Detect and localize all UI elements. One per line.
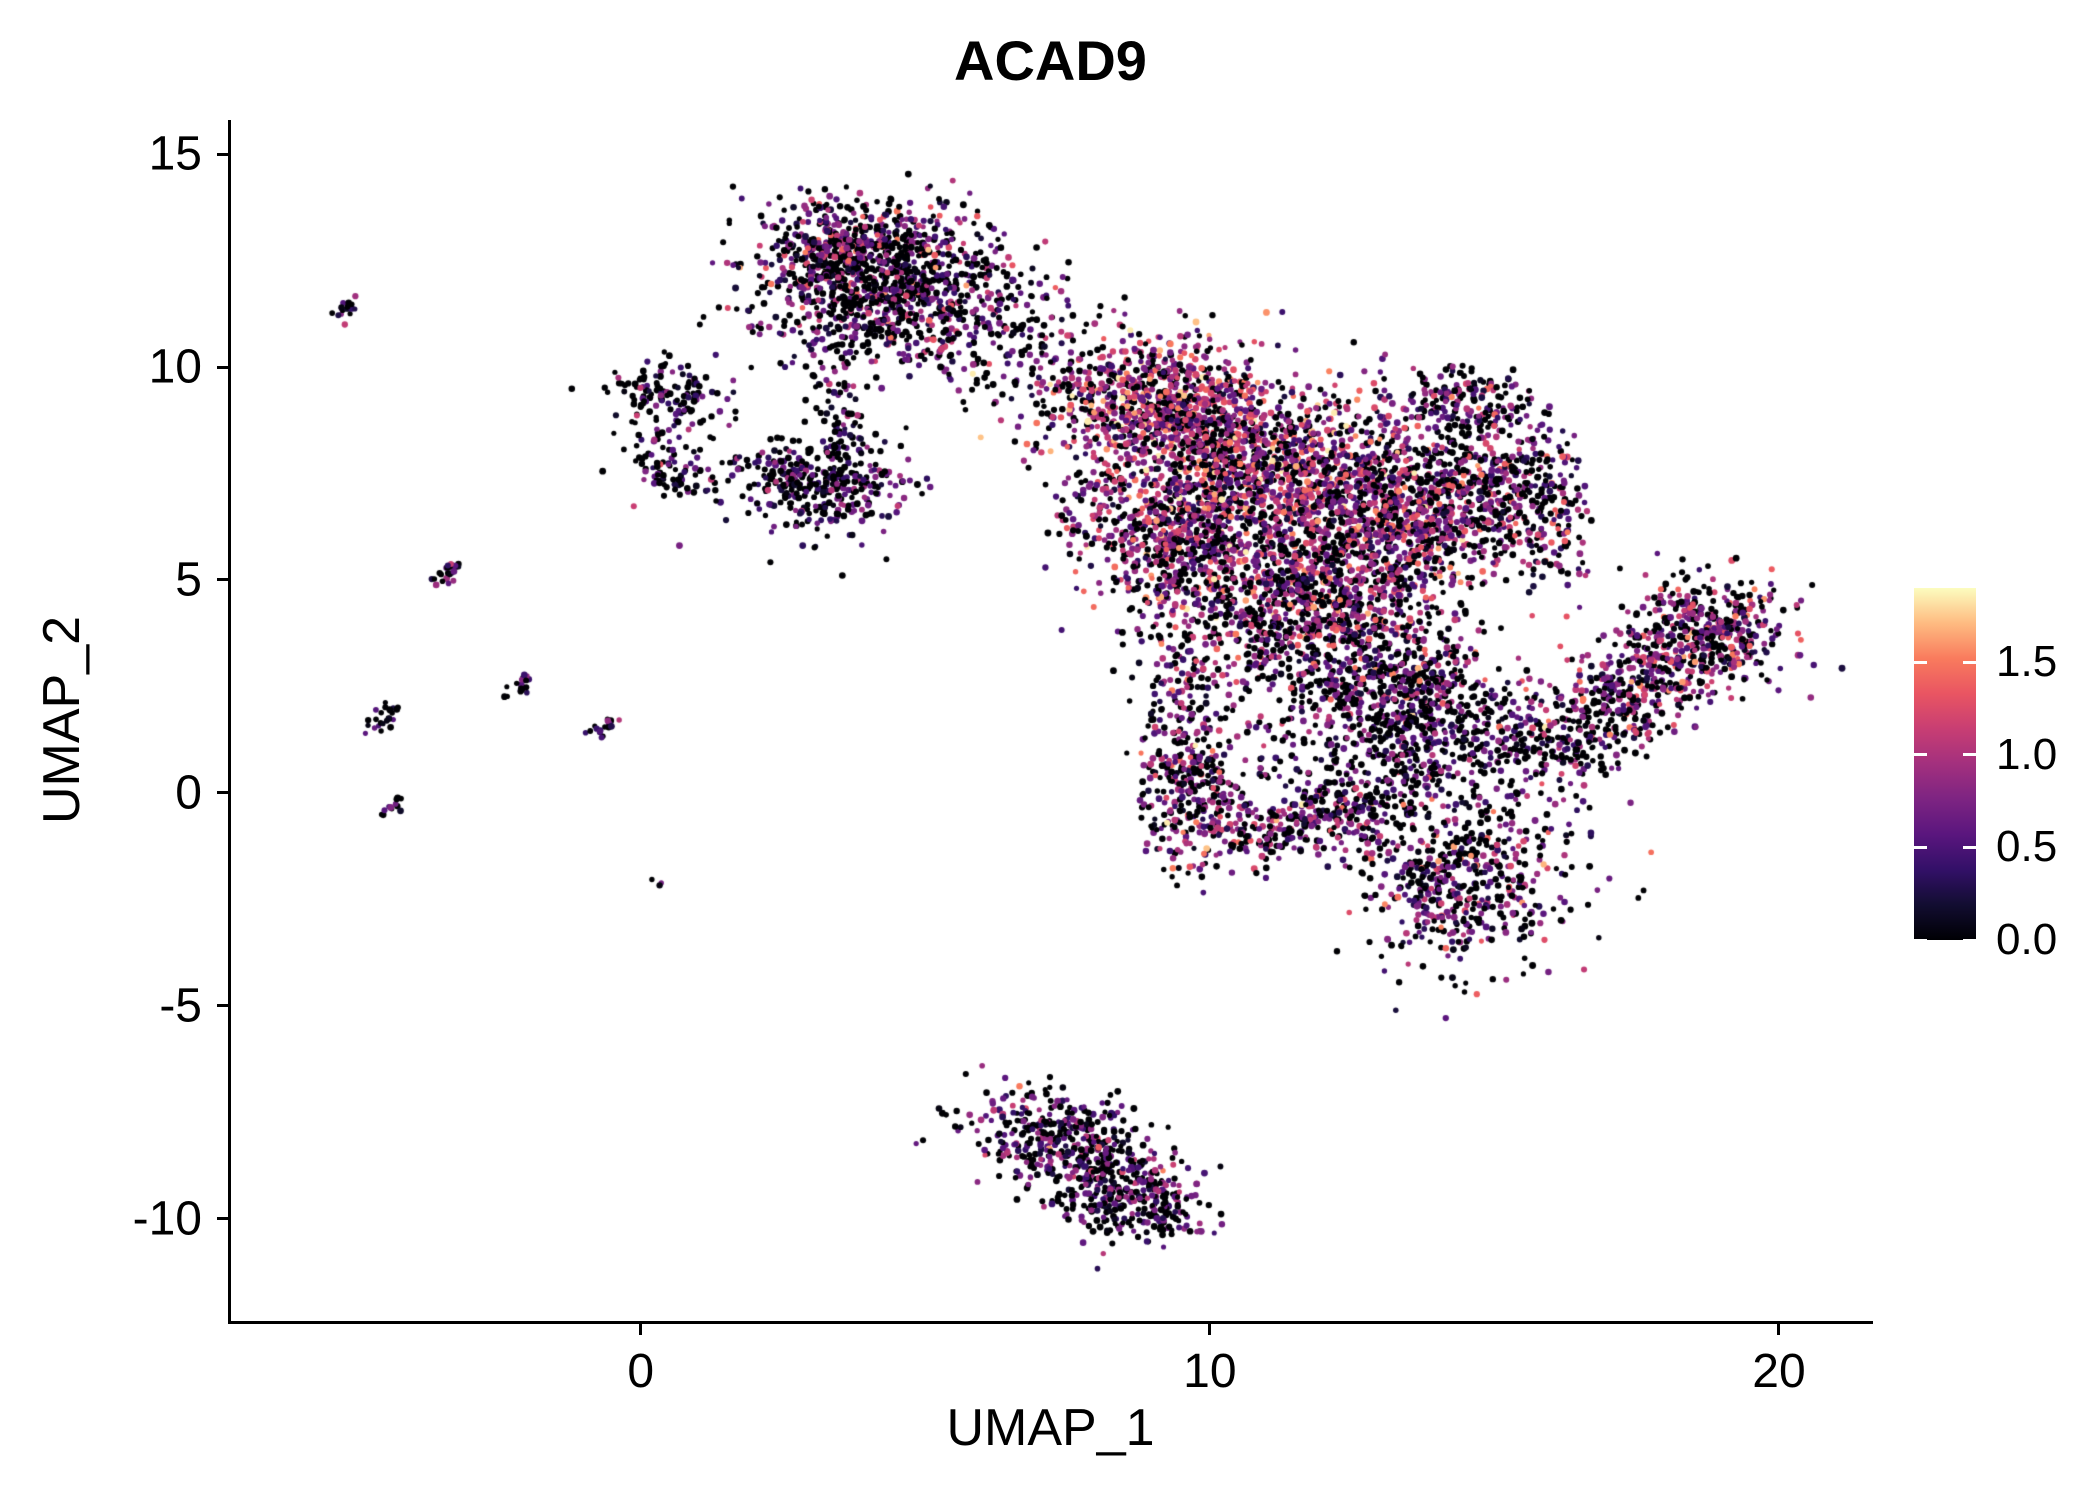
x-tick-label: 10	[1183, 1345, 1237, 1398]
colorbar-tick-label: 1.0	[1996, 729, 2058, 779]
y-tick-mark	[217, 791, 230, 795]
x-tick-label: 20	[1752, 1345, 1806, 1398]
y-tick-mark	[217, 1217, 230, 1221]
colorbar-tick-mark	[1914, 753, 1927, 757]
y-tick-mark	[217, 578, 230, 582]
y-tick-mark	[217, 1004, 230, 1008]
y-tick-label: -5	[159, 979, 202, 1033]
chart-title: ACAD9	[954, 29, 1147, 92]
colorbar-tick-label: 1.5	[1996, 637, 2058, 687]
x-tick-label: 0	[627, 1345, 655, 1398]
y-axis-line	[228, 120, 231, 1324]
colorbar-tick-mark	[1914, 660, 1927, 664]
y-tick-label: 10	[148, 340, 202, 394]
x-tick-mark	[1777, 1322, 1781, 1335]
y-tick-label: 15	[148, 127, 202, 181]
x-tick-mark	[639, 1322, 643, 1335]
y-tick-mark	[217, 365, 230, 369]
x-axis-label: UMAP_1	[946, 1399, 1155, 1457]
x-axis-line	[228, 1321, 1873, 1324]
colorbar-tick-mark	[1963, 660, 1976, 664]
y-tick-label: 0	[175, 766, 202, 820]
colorbar-tick-label: 0.5	[1996, 822, 2058, 872]
colorbar-tick-label: 0.0	[1996, 915, 2058, 964]
colorbar-tick-mark	[1914, 938, 1927, 942]
colorbar-tick-mark	[1963, 845, 1976, 849]
y-tick-label: -10	[132, 1192, 202, 1246]
colorbar-tick-mark	[1963, 753, 1976, 757]
y-tick-label: 5	[175, 553, 202, 607]
y-tick-mark	[217, 152, 230, 156]
colorbar-tick-mark	[1914, 845, 1927, 849]
colorbar-gradient	[1914, 588, 1976, 940]
colorbar-tick-mark	[1963, 938, 1976, 942]
x-tick-mark	[1208, 1322, 1212, 1335]
